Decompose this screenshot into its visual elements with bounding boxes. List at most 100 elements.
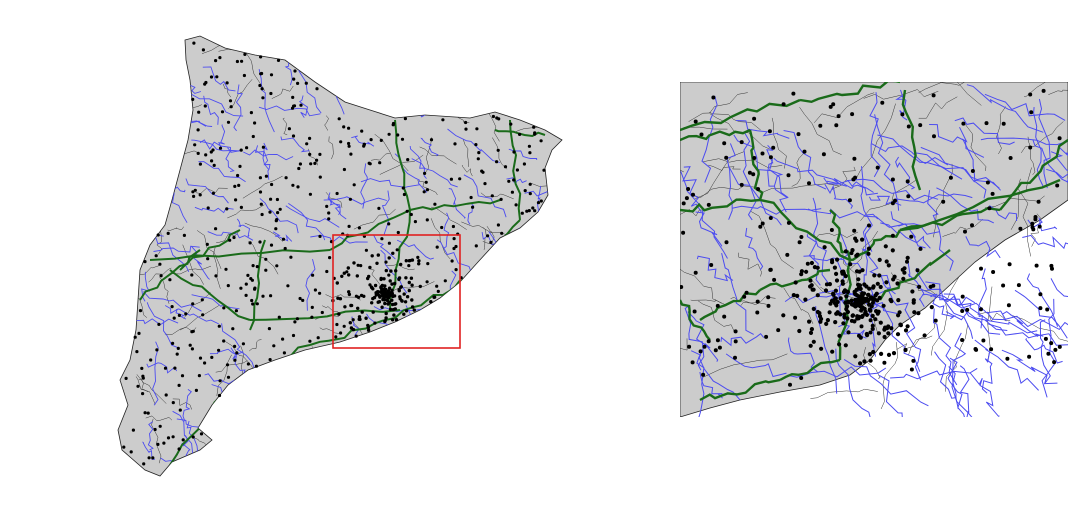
point-marker	[970, 223, 974, 228]
river-segment	[1025, 338, 1063, 364]
point-marker	[191, 97, 195, 101]
point-marker	[141, 376, 145, 380]
point-marker	[475, 127, 479, 131]
point-marker	[853, 297, 858, 302]
boundary-line	[159, 277, 170, 304]
point-marker	[840, 279, 845, 284]
point-marker	[932, 134, 936, 139]
point-marker	[291, 134, 296, 138]
point-marker	[383, 319, 387, 323]
point-marker	[175, 352, 179, 356]
point-marker	[715, 303, 720, 308]
point-marker	[903, 328, 909, 333]
point-marker	[507, 179, 511, 183]
point-marker	[349, 152, 353, 156]
river-segment	[255, 450, 264, 473]
river-segment	[143, 291, 202, 312]
river-segment	[936, 187, 995, 224]
point-marker	[177, 383, 181, 387]
point-marker	[854, 238, 859, 243]
point-marker	[1029, 110, 1034, 115]
river-segment	[239, 380, 283, 426]
point-marker	[210, 159, 214, 163]
point-marker	[255, 302, 259, 306]
boundary-line	[996, 106, 1007, 155]
point-marker	[142, 462, 146, 466]
point-marker	[192, 194, 196, 198]
point-marker	[349, 303, 353, 308]
point-marker	[443, 279, 447, 283]
point-marker	[772, 277, 777, 282]
river-segment	[345, 45, 373, 69]
point-marker	[137, 331, 141, 335]
point-marker	[159, 274, 163, 278]
boundary-line	[1030, 213, 1042, 247]
point-marker	[871, 285, 876, 290]
point-marker	[393, 302, 397, 306]
boundary-line	[319, 327, 341, 334]
boundary-line	[942, 219, 983, 237]
point-marker	[1028, 92, 1033, 97]
point-marker	[510, 190, 514, 194]
point-marker	[834, 311, 839, 316]
road-segment	[169, 269, 251, 321]
boundary-line	[138, 378, 149, 393]
point-marker	[1052, 360, 1057, 365]
point-marker	[751, 172, 756, 177]
point-marker	[194, 388, 198, 392]
river-segment	[236, 218, 251, 237]
river-segment	[181, 435, 191, 460]
point-marker	[815, 293, 820, 298]
boundary-line	[945, 323, 969, 392]
point-marker	[449, 177, 453, 181]
river-segment	[742, 133, 757, 221]
point-marker	[281, 237, 286, 241]
boundary-line	[810, 388, 878, 399]
point-marker	[824, 321, 829, 326]
point-marker	[246, 273, 250, 277]
point-marker	[310, 315, 314, 319]
point-marker	[509, 122, 513, 126]
river-segment	[1050, 151, 1068, 171]
point-marker	[383, 284, 387, 288]
point-marker	[852, 228, 857, 233]
point-marker	[848, 262, 853, 267]
point-marker	[680, 285, 684, 289]
point-marker	[232, 235, 236, 240]
boundary-line	[531, 366, 555, 380]
point-marker	[387, 132, 391, 136]
point-marker	[362, 294, 366, 298]
boundary-line	[179, 304, 220, 331]
point-marker	[203, 104, 207, 108]
point-marker	[246, 362, 250, 366]
point-marker	[724, 155, 729, 160]
point-marker	[691, 192, 695, 197]
river-segment	[204, 373, 237, 385]
point-marker	[480, 169, 484, 173]
point-marker	[809, 327, 815, 332]
point-marker	[867, 223, 871, 228]
point-marker	[366, 328, 371, 332]
point-marker	[377, 300, 382, 304]
river-segment	[915, 267, 974, 339]
boundary-line	[698, 300, 736, 334]
river-segment	[701, 95, 718, 183]
boundary-line	[432, 414, 454, 439]
point-marker	[854, 253, 859, 258]
boundary-line	[353, 208, 396, 230]
boundary-line	[227, 204, 265, 219]
boundary-line	[385, 264, 415, 271]
point-marker	[1001, 121, 1006, 126]
river-segment	[974, 339, 1039, 391]
point-marker	[387, 222, 391, 226]
point-marker	[857, 269, 862, 274]
river-segment	[304, 415, 313, 459]
river-segment	[340, 355, 351, 378]
point-marker	[171, 341, 175, 345]
river-segment	[325, 78, 377, 87]
point-marker	[436, 289, 440, 293]
river-segment	[164, 92, 181, 132]
boundary-line	[242, 175, 283, 199]
point-marker	[868, 358, 873, 363]
